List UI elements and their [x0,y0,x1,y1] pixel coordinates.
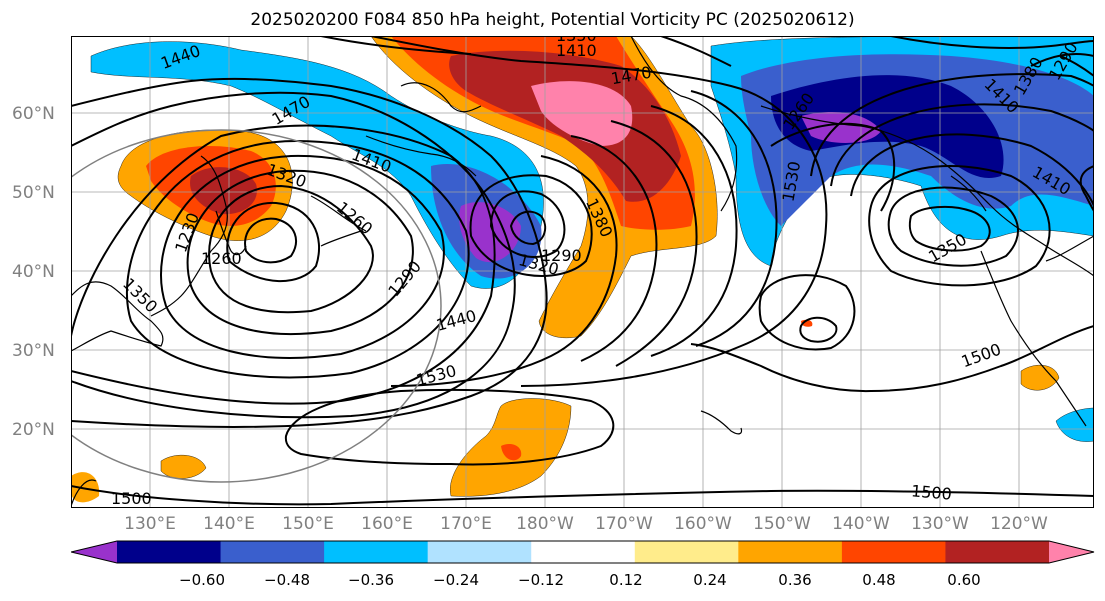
contour-label: 1260 [201,249,242,268]
contour-label: 1260 [333,198,376,239]
contour-label: 1410 [556,41,597,60]
colorbar-tick-label: −0.24 [433,571,479,589]
map-plot: 1440 1410 1470 1350 1410 1470 1320 1230 … [71,36,1094,508]
colorbar-tick-label: −0.36 [348,571,394,589]
contour-label: 1290 [541,246,582,265]
pv-negative-region [1055,407,1094,442]
lat-label: 60°N [12,104,55,124]
lon-label: 170°E [440,514,492,534]
lon-label: 170°W [595,514,653,534]
height-contours [71,36,1094,506]
lon-label: 130°W [911,514,969,534]
colorbar-segment [324,541,429,563]
pv-positive-region [190,167,257,215]
lon-label: 140°E [203,514,255,534]
pv-positive-region [160,454,207,479]
colorbar-segment [71,541,117,563]
colorbar-tick-label: 0.12 [609,571,643,589]
contour-label: 1500 [111,489,152,508]
lon-label: 180°W [516,514,574,534]
pv-shading [71,36,1094,503]
lat-label: 50°N [12,183,55,203]
lon-label: 150°W [753,514,811,534]
colorbar-segment [220,541,325,563]
lat-label: 30°N [12,341,55,361]
colorbar-tick-label: 0.48 [862,571,896,589]
colorbar [71,540,1095,564]
colorbar-segment [531,541,636,563]
lon-label: 150°E [282,514,334,534]
colorbar-tick-label: −0.12 [518,571,564,589]
contour-label: 1350 [556,36,597,45]
colorbar-tick-label: −0.60 [179,571,225,589]
pv-positive-region [531,81,633,146]
lon-label: 160°W [674,514,732,534]
pv-positive-region [501,444,522,461]
colorbar-segment [117,541,222,563]
contour-label: 1500 [910,481,952,503]
lon-label: 120°W [990,514,1048,534]
colorbar-segment [841,541,946,563]
graticule [71,36,1094,508]
reference-circle [71,129,442,483]
colorbar-outline [71,540,1095,564]
lon-label: 130°E [124,514,176,534]
colorbar-segment [634,541,739,563]
contour-label: 1350 [119,274,161,316]
lon-label: 140°W [832,514,890,534]
colorbar-segment [1049,541,1094,563]
colorbar-tick-label: −0.48 [264,571,310,589]
lon-label: 160°E [361,514,413,534]
colorbar-segment [427,541,532,563]
colorbar-tick-label: 0.36 [778,571,812,589]
pv-negative-region [771,75,1004,179]
contour-label: 1290 [384,257,425,300]
colorbar-segment [738,541,843,563]
map-panel: 1440 1410 1470 1350 1410 1470 1320 1230 … [71,36,1094,508]
colorbar-segment [945,541,1050,563]
lat-label: 20°N [12,420,55,440]
pv-positive-region [1020,364,1060,391]
colorbar-tick-label: 0.60 [947,571,981,589]
contour-label: 1530 [414,361,458,390]
contour-label: 1350 [925,230,970,267]
lat-label: 40°N [12,262,55,282]
colorbar-tick-label: 0.24 [693,571,727,589]
map-title: 2025020200 F084 850 hPa height, Potentia… [250,10,855,30]
